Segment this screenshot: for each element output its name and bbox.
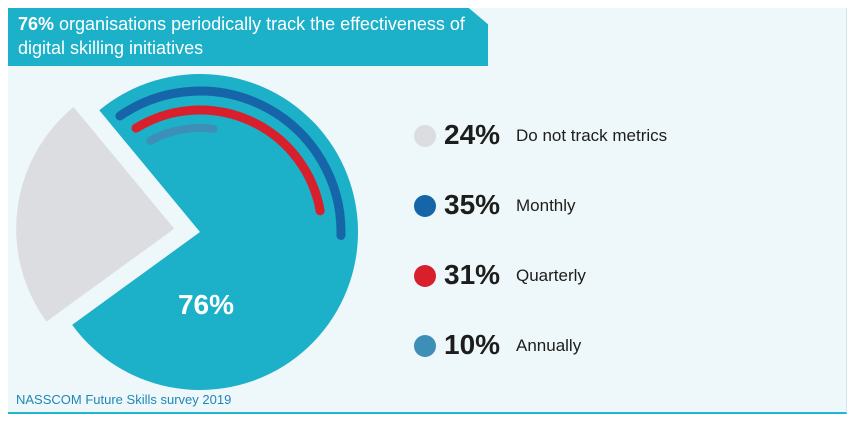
legend-value: 10% xyxy=(444,329,501,360)
legend-item-quarterly: 31% Quarterly xyxy=(414,256,754,296)
breakdown-arc-monthly xyxy=(115,86,346,240)
legend-label: Monthly xyxy=(516,196,576,215)
legend-item-annually: 10% Annually xyxy=(414,326,754,366)
legend-item-monthly: 35% Monthly xyxy=(414,186,754,226)
legend-value: 24% xyxy=(444,119,501,150)
legend-label: Quarterly xyxy=(516,266,586,285)
breakdown-arc-quarterly xyxy=(131,105,325,216)
pie-slice-data-label: 76% xyxy=(178,289,234,320)
title-text: organisations periodically track the eff… xyxy=(18,14,465,58)
pie-slice-do-not-track xyxy=(16,107,175,322)
title-highlight: 76% xyxy=(18,14,55,34)
legend-dot-icon xyxy=(414,335,436,357)
legend-value: 31% xyxy=(444,259,501,290)
title-banner: 76% organisations periodically track the… xyxy=(8,8,488,66)
legend-dot-icon xyxy=(414,195,436,217)
legend-label: Do not track metrics xyxy=(516,126,668,145)
legend-dot-icon xyxy=(414,265,436,287)
legend-dot-icon xyxy=(414,125,436,147)
legend-value: 35% xyxy=(444,189,501,220)
legend-item-do-not-track: 24% Do not track metrics xyxy=(414,116,754,156)
breakdown-arc-annually xyxy=(146,124,218,145)
source-note: NASSCOM Future Skills survey 2019 xyxy=(16,392,232,407)
legend-label: Annually xyxy=(516,336,582,355)
pie-slice-track-metrics xyxy=(72,74,358,391)
